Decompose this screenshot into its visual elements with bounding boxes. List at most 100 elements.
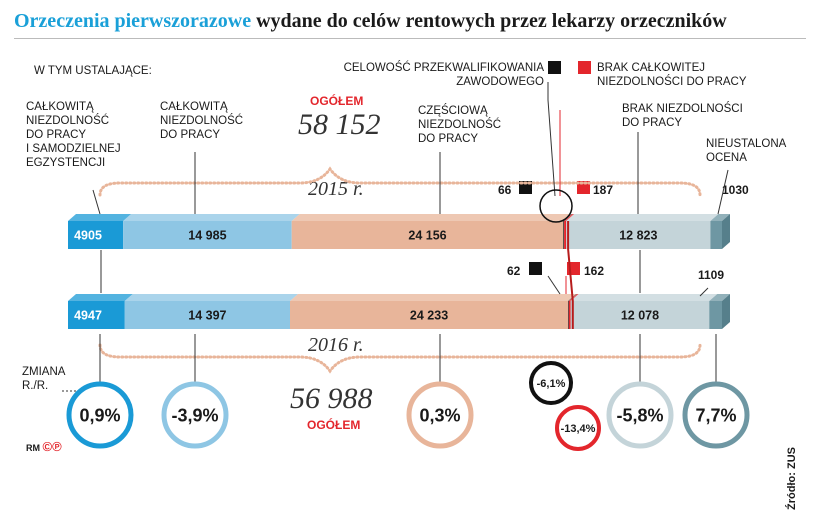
title-rule (14, 38, 806, 39)
bar-segment-czesc-0 (291, 221, 564, 249)
bar-value-samodz-0: 4905 (74, 229, 102, 243)
change-value-nieustalona: 7,7% (695, 405, 736, 425)
label-line: DO PRACY (418, 133, 479, 145)
bar-segment-czesc-1 (289, 301, 569, 329)
bar-value-czesc-0: 24 156 (408, 229, 446, 243)
bar-end-1 (722, 294, 730, 329)
label-line: CAŁKOWITĄ (26, 101, 94, 113)
connector-nieustalona-2016 (699, 287, 709, 297)
label-line: I SAMODZIELNEJ (26, 143, 121, 155)
total-2015: 58 152 (298, 108, 381, 141)
zmiana-label: ZMIANA R./R. (22, 365, 65, 393)
label-line: CZĘŚCIOWĄ (418, 105, 488, 117)
change-value-brak: -5,8% (616, 405, 663, 425)
bar-value-samodz-1: 4947 (74, 309, 102, 323)
bar-value-brak-1: 12 078 (621, 309, 659, 323)
bar-segment-brak-0 (566, 221, 711, 249)
nieustalona-2015-value: 1030 (722, 183, 749, 197)
change-value-celowosc: -6,1% (537, 378, 566, 390)
bar-top-samodz-1 (68, 294, 133, 301)
label-line: DO PRACY (622, 117, 683, 129)
bar-segment-samodz-1 (68, 301, 125, 329)
label-line: DO PRACY (160, 129, 221, 141)
bar-segment-brak-1 (570, 301, 710, 329)
bar-segment-calk-1 (124, 301, 290, 329)
change-circle-nieustalona (682, 381, 750, 449)
bar-top-czesc-1 (289, 294, 577, 301)
bar-top-nieustalona-1 (709, 294, 730, 301)
bar-segment-samodz-0 (68, 221, 124, 249)
label-celowosc: CELOWOŚĆ PRZEKWALIFIKOWANIA ZAWODOWEGO (338, 61, 544, 89)
bracket-2016 (98, 343, 702, 374)
zoom-circle (539, 189, 573, 223)
bar-segment-celowosc-1 (568, 301, 569, 329)
label-brak-calk: BRAK CAŁKOWITEJ NIEZDOLNOŚCI DO PRACY (597, 61, 747, 89)
celowosc-2015-value: 66 (498, 183, 512, 197)
change-circle-brak_calk (555, 405, 601, 451)
bar-top-nieustalona-0 (710, 214, 730, 221)
connector-samodz (92, 189, 101, 215)
logo-text: RM (26, 443, 40, 453)
label-line: EGZYSTENCJI (26, 157, 106, 169)
chart-canvas: 4905 14 985 24 156 12 823 4947 14 397 24 233 12… (62, 82, 750, 451)
brak-calk-2015-value: 187 (593, 183, 614, 197)
nieustalona-2016-value: 1109 (698, 268, 725, 282)
label-line: ZMIANA (22, 366, 66, 378)
change-divider (567, 221, 574, 329)
label-czesc: CZĘŚCIOWĄ NIEZDOLNOŚĆ DO PRACY (418, 104, 501, 146)
label-line: CELOWOŚĆ PRZEKWALIFIKOWANIA (343, 62, 544, 74)
bar-value-czesc-1: 24 233 (410, 309, 448, 323)
celowosc-legend-square (548, 61, 561, 74)
bar-value-brak-0: 12 823 (619, 229, 657, 243)
bar-segment-brak_calk-0 (564, 221, 567, 249)
change-value-czesc: 0,3% (419, 405, 460, 425)
title-rest: wydane do celów rentowych przez lekarzy … (256, 10, 727, 32)
change-circle-brak (606, 381, 674, 449)
bar-top-brak_calk-0 (564, 214, 575, 221)
label-line: NIEZDOLNOŚĆ (418, 119, 502, 131)
label-line: DO PRACY (26, 129, 87, 141)
change-circle-calk (161, 381, 229, 449)
bar-top-brak-1 (570, 294, 718, 301)
label-line: ZAWODOWEGO (456, 76, 544, 88)
change-circle-samodz (66, 381, 134, 449)
label-line: NIEZDOLNOŚCI DO PRACY (597, 76, 747, 88)
change-value-brak_calk: -13,4% (561, 423, 596, 435)
label-line: CAŁKOWITĄ (160, 101, 228, 113)
label-line: NIEUSTALONA (706, 138, 787, 150)
label-line: BRAK CAŁKOWITEJ (597, 62, 705, 74)
label-line: NIEZDOLNOŚĆ (26, 115, 110, 127)
title-highlight: Orzeczenia pierwszorazowe (14, 10, 252, 32)
copyright-icon: ©℗ (42, 439, 62, 454)
bar-top-brak_calk-1 (568, 294, 579, 301)
ogolem-2015-label: OGÓŁEM (310, 94, 364, 108)
year-2016-label: 2016 r. (308, 334, 364, 356)
bar-value-calk-1: 14 397 (188, 309, 226, 323)
label-calk: CAŁKOWITĄ NIEZDOLNOŚĆ DO PRACY (160, 100, 243, 142)
bar-top-calk-1 (124, 294, 298, 301)
change-value-calk: -3,9% (171, 405, 218, 425)
bar-end-0 (722, 214, 730, 249)
bar-segment-brak_calk-1 (568, 301, 571, 329)
bar-top-samodz-0 (68, 214, 132, 221)
bar-segment-nieustalona-0 (710, 221, 722, 249)
bracket-2015 (98, 166, 702, 197)
connector-celowosc (547, 82, 556, 197)
label-line: OCENA (706, 152, 747, 164)
label-calk-samodz: CAŁKOWITĄ NIEZDOLNOŚĆ DO PRACY I SAMODZI… (26, 100, 121, 170)
celowosc-2016-square (529, 262, 542, 275)
w-tym-label: W TYM USTALAJĄCE: (34, 65, 152, 77)
ogolem-2016-label: OGÓŁEM (307, 418, 361, 432)
chart-title: Orzeczenia pierwszorazowe wydane do celó… (14, 10, 727, 33)
bar-top-czesc-0 (291, 214, 572, 221)
label-nieustalona: NIEUSTALONA OCENA (706, 137, 786, 165)
label-brak: BRAK NIEZDOLNOŚCI DO PRACY (622, 102, 743, 130)
change-circle-czesc (406, 381, 474, 449)
celowosc-2016-value: 62 (507, 264, 521, 278)
year-2015-label: 2015 r. (308, 178, 364, 200)
label-line: BRAK NIEZDOLNOŚCI (622, 103, 743, 115)
connector-celowosc-2016 (547, 275, 561, 295)
label-line: R./R. (22, 380, 49, 392)
brak-calk-2016-value: 162 (584, 264, 605, 278)
bar-value-calk-0: 14 985 (188, 229, 226, 243)
